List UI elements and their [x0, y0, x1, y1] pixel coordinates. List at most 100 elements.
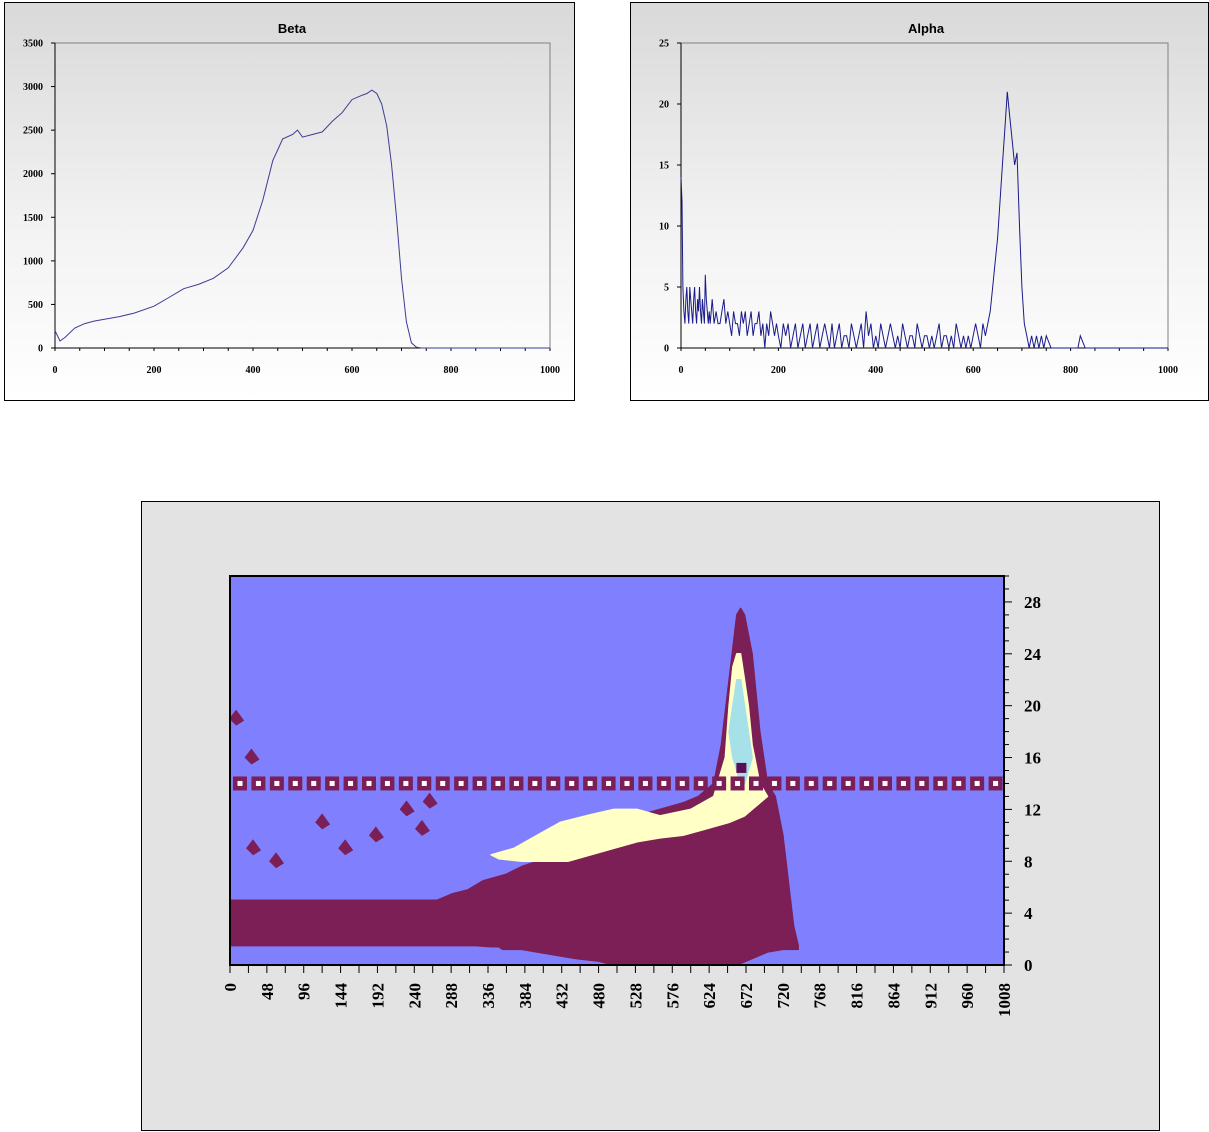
y-tick-label: 0 [664, 344, 669, 355]
x-tick-label: 480 [590, 983, 609, 1009]
x-tick-label: 384 [516, 983, 535, 1009]
alpha-chart-title: Alpha [908, 21, 945, 36]
band-marker-core [864, 780, 870, 786]
x-tick-label: 432 [553, 983, 572, 1009]
contour-island [399, 800, 415, 817]
band-marker-core [384, 780, 390, 786]
band-marker-core [900, 780, 906, 786]
y-tick-label: 8 [1024, 852, 1033, 871]
band-marker-core [808, 780, 814, 786]
band-marker-core [698, 780, 704, 786]
band-marker-core [937, 780, 943, 786]
band-marker-core [550, 780, 556, 786]
x-tick-label: 528 [626, 983, 645, 1009]
band-marker-core [237, 780, 243, 786]
band-marker-core [458, 780, 464, 786]
plot-area [680, 42, 1169, 349]
x-tick-label: 576 [663, 983, 682, 1009]
band-marker-core [587, 780, 593, 786]
band-marker-core [993, 780, 999, 786]
contour-island [414, 819, 430, 836]
band-marker-core [845, 780, 851, 786]
x-tick-label: 960 [958, 983, 977, 1009]
band-marker-core [532, 780, 538, 786]
y-tick-label: 500 [28, 300, 43, 311]
y-tick-label: 28 [1024, 593, 1041, 612]
band-marker-core [956, 780, 962, 786]
y-tick-label: 20 [659, 100, 669, 111]
y-tick-label: 5 [664, 283, 669, 294]
band-marker-core [679, 780, 685, 786]
y-tick-label: 2000 [23, 169, 43, 180]
x-tick-label: 400 [868, 365, 883, 376]
contour-island [244, 748, 260, 765]
x-tick-label: 144 [332, 983, 351, 1009]
x-tick-label: 0 [221, 983, 240, 992]
band-marker-core [255, 780, 261, 786]
x-tick-label: 192 [368, 983, 387, 1009]
x-tick-label: 1000 [540, 365, 560, 376]
x-tick-label: 864 [884, 983, 903, 1009]
x-tick-label: 624 [700, 983, 719, 1009]
series-line [54, 89, 550, 349]
band-marker-core [311, 780, 317, 786]
x-tick-label: 48 [258, 983, 277, 1000]
contour-level-2 [490, 653, 769, 863]
contour-island [315, 813, 331, 830]
contour-island [422, 792, 438, 809]
band-marker-core [513, 780, 519, 786]
band-marker-core [329, 780, 335, 786]
y-tick-label: 2500 [23, 126, 43, 137]
y-tick-label: 0 [1024, 956, 1033, 975]
y-tick-label: 16 [1024, 749, 1041, 768]
band-marker-core [495, 780, 501, 786]
x-tick-label: 240 [405, 983, 424, 1009]
contour-island [368, 826, 384, 843]
x-tick-label: 720 [774, 983, 793, 1009]
x-tick-label: 288 [442, 983, 461, 1009]
x-tick-label: 672 [737, 983, 756, 1009]
x-tick-label: 200 [147, 365, 162, 376]
x-tick-label: 200 [771, 365, 786, 376]
band-marker-core [440, 780, 446, 786]
series-line [680, 91, 1168, 349]
y-tick-label: 3000 [23, 82, 43, 93]
x-tick-label: 0 [53, 365, 58, 376]
band-marker-core [569, 780, 575, 786]
contour-island [229, 709, 245, 726]
beta-chart: Beta 0 500 1000 1500 2000 2500 3000 3500 0 200 400… [23, 21, 560, 376]
band-marker-core [421, 780, 427, 786]
band-marker-core [753, 780, 759, 786]
alpha-chart: Alpha 0 5 10 15 20 25 0 200 400 600 800 1000 [659, 21, 1178, 376]
y-tick-label: 20 [1024, 697, 1041, 716]
x-tick-label: 400 [246, 365, 261, 376]
y-tick-label: 24 [1024, 645, 1042, 664]
x-tick-label: 336 [479, 983, 498, 1009]
band-marker-core [606, 780, 612, 786]
y-tick-label: 4 [1024, 904, 1033, 923]
contour-level-4 [736, 762, 747, 773]
band-marker-core [477, 780, 483, 786]
contour-island [246, 839, 262, 856]
y-tick-label: 10 [659, 222, 669, 233]
band-marker-core [735, 780, 741, 786]
band-marker-core [348, 780, 354, 786]
band-marker-core [366, 780, 372, 786]
band-marker-core [882, 780, 888, 786]
band-marker-core [292, 780, 298, 786]
y-tick-label: 25 [659, 39, 669, 50]
alpha-chart-panel: Alpha 0 5 10 15 20 25 0 200 400 600 800 1000 [630, 2, 1209, 401]
x-tick-label: 912 [921, 983, 940, 1009]
y-tick-label: 1000 [23, 256, 43, 267]
x-tick-label: 0 [679, 365, 684, 376]
contour-island [269, 852, 285, 869]
x-tick-label: 768 [811, 983, 830, 1009]
y-tick-label: 1500 [23, 213, 43, 224]
contour-level-1 [229, 607, 799, 966]
x-tick-label: 600 [966, 365, 981, 376]
band-marker-core [827, 780, 833, 786]
band-marker-core [403, 780, 409, 786]
x-tick-label: 800 [1063, 365, 1078, 376]
band-marker-core [642, 780, 648, 786]
plot-area [54, 42, 551, 349]
